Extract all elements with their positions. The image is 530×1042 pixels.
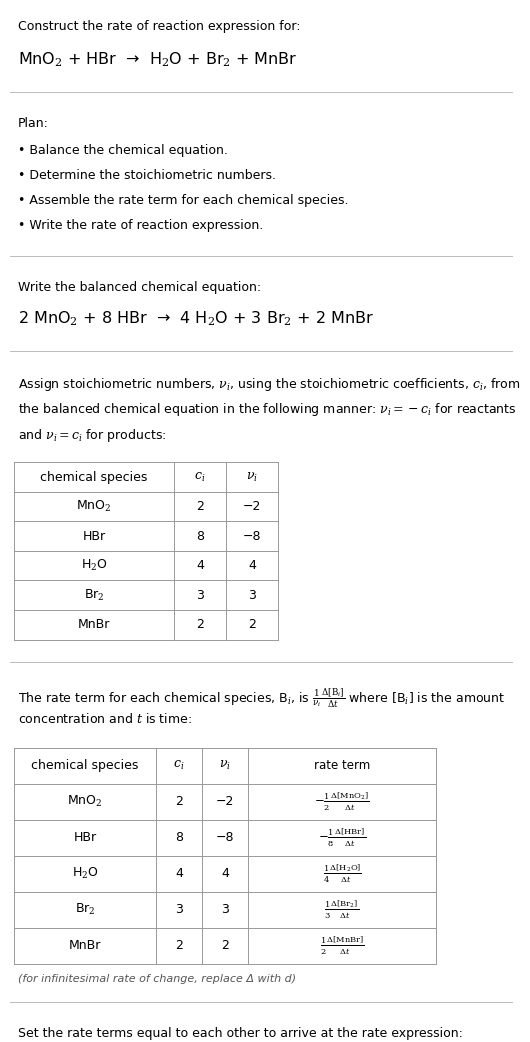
- Text: $\nu_i$: $\nu_i$: [246, 471, 258, 483]
- Text: −8: −8: [243, 529, 261, 543]
- Text: 2: 2: [196, 500, 204, 514]
- Text: 3: 3: [248, 589, 256, 601]
- Text: 2: 2: [175, 795, 183, 808]
- Text: Write the balanced chemical equation:: Write the balanced chemical equation:: [18, 281, 261, 294]
- Text: rate term: rate term: [314, 759, 370, 772]
- Text: $-\frac{1}{8}\frac{\Delta[\mathrm{HBr}]}{\Delta t}$: $-\frac{1}{8}\frac{\Delta[\mathrm{HBr}]}…: [318, 826, 366, 849]
- Text: MnO$_2$ + HBr  →  H$_2$O + Br$_2$ + MnBr: MnO$_2$ + HBr → H$_2$O + Br$_2$ + MnBr: [18, 50, 298, 69]
- Text: Br$_2$: Br$_2$: [75, 902, 95, 917]
- Text: $\frac{1}{3}\frac{\Delta[\mathrm{Br_2}]}{\Delta t}$: $\frac{1}{3}\frac{\Delta[\mathrm{Br_2}]}…: [324, 898, 359, 921]
- Text: and $\nu_i = c_i$ for products:: and $\nu_i = c_i$ for products:: [18, 427, 166, 444]
- Text: 4: 4: [248, 560, 256, 572]
- Text: 2: 2: [221, 939, 229, 952]
- Text: H$_2$O: H$_2$O: [81, 559, 107, 573]
- Text: 2 MnO$_2$ + 8 HBr  →  4 H$_2$O + 3 Br$_2$ + 2 MnBr: 2 MnO$_2$ + 8 HBr → 4 H$_2$O + 3 Br$_2$ …: [18, 309, 374, 327]
- Text: Set the rate terms equal to each other to arrive at the rate expression:: Set the rate terms equal to each other t…: [18, 1026, 463, 1040]
- Text: (for infinitesimal rate of change, replace Δ with d): (for infinitesimal rate of change, repla…: [18, 973, 296, 984]
- Text: chemical species: chemical species: [40, 471, 148, 483]
- Text: the balanced chemical equation in the following manner: $\nu_i = -c_i$ for react: the balanced chemical equation in the fo…: [18, 401, 517, 419]
- Text: The rate term for each chemical species, B$_i$, is $\frac{1}{\nu_i}\frac{\Delta[: The rate term for each chemical species,…: [18, 687, 505, 710]
- Text: Plan:: Plan:: [18, 117, 49, 130]
- Text: MnO$_2$: MnO$_2$: [76, 499, 112, 515]
- Text: 8: 8: [175, 832, 183, 844]
- Text: HBr: HBr: [83, 529, 105, 543]
- Text: • Determine the stoichiometric numbers.: • Determine the stoichiometric numbers.: [18, 169, 276, 182]
- Text: $-\frac{1}{2}\frac{\Delta[\mathrm{MnO_2}]}{\Delta t}$: $-\frac{1}{2}\frac{\Delta[\mathrm{MnO_2}…: [314, 790, 370, 813]
- Text: $\frac{1}{4}\frac{\Delta[\mathrm{H_2O}]}{\Delta t}$: $\frac{1}{4}\frac{\Delta[\mathrm{H_2O}]}…: [323, 862, 361, 885]
- Text: 3: 3: [196, 589, 204, 601]
- Text: chemical species: chemical species: [31, 759, 139, 772]
- Text: Assign stoichiometric numbers, $\nu_i$, using the stoichiometric coefficients, $: Assign stoichiometric numbers, $\nu_i$, …: [18, 376, 520, 393]
- Text: Construct the rate of reaction expression for:: Construct the rate of reaction expressio…: [18, 20, 301, 33]
- Text: 4: 4: [175, 867, 183, 880]
- Text: 4: 4: [221, 867, 229, 880]
- Text: $\nu_i$: $\nu_i$: [219, 759, 231, 772]
- Text: MnBr: MnBr: [78, 618, 110, 631]
- Text: Br$_2$: Br$_2$: [84, 588, 104, 603]
- Text: −8: −8: [216, 832, 234, 844]
- Text: 2: 2: [248, 618, 256, 631]
- Text: • Write the rate of reaction expression.: • Write the rate of reaction expression.: [18, 219, 263, 232]
- Text: 4: 4: [196, 560, 204, 572]
- Text: • Balance the chemical equation.: • Balance the chemical equation.: [18, 144, 228, 157]
- Text: −2: −2: [243, 500, 261, 514]
- Text: H$_2$O: H$_2$O: [72, 866, 98, 882]
- Text: concentration and $t$ is time:: concentration and $t$ is time:: [18, 712, 192, 726]
- Text: • Assemble the rate term for each chemical species.: • Assemble the rate term for each chemic…: [18, 194, 349, 207]
- Text: HBr: HBr: [74, 832, 96, 844]
- Text: MnO$_2$: MnO$_2$: [67, 794, 103, 809]
- Text: −2: −2: [216, 795, 234, 808]
- Text: $\frac{1}{2}\frac{\Delta[\mathrm{MnBr}]}{\Delta t}$: $\frac{1}{2}\frac{\Delta[\mathrm{MnBr}]}…: [320, 934, 365, 957]
- Text: 3: 3: [221, 903, 229, 916]
- Text: $c_i$: $c_i$: [173, 759, 184, 772]
- Text: $c_i$: $c_i$: [195, 471, 206, 483]
- Text: MnBr: MnBr: [69, 939, 101, 952]
- Text: 3: 3: [175, 903, 183, 916]
- Text: 2: 2: [175, 939, 183, 952]
- Text: 2: 2: [196, 618, 204, 631]
- Text: 8: 8: [196, 529, 204, 543]
